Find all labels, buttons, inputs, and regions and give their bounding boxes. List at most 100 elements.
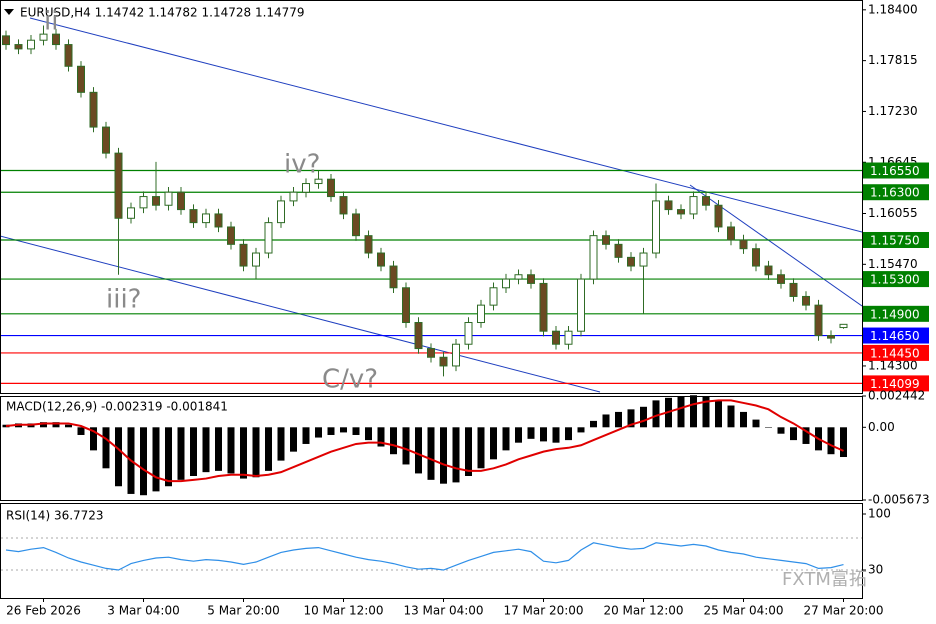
- y-tick-label: 1.16055: [868, 206, 918, 220]
- candle-body: [2, 35, 10, 46]
- candle-body: [77, 65, 85, 93]
- macd-bar: [477, 427, 485, 469]
- candle-body: [52, 33, 60, 46]
- candle-body: [539, 282, 548, 332]
- candle-body: [214, 213, 223, 228]
- candle-body: [552, 330, 560, 345]
- macd-bar: [827, 427, 835, 455]
- candle-body: [327, 178, 335, 198]
- candle-body: [827, 335, 835, 339]
- macd-bar: [177, 427, 185, 480]
- macd-bar: [240, 427, 247, 479]
- candle-body: [364, 235, 373, 254]
- watermark: FXTM富拓: [782, 569, 867, 590]
- macd-bar: [215, 427, 222, 471]
- x-tick-label: 13 Mar 04:00: [403, 604, 483, 618]
- macd-bar: [140, 427, 147, 496]
- candle-body: [164, 191, 173, 206]
- macd-bar: [152, 427, 160, 492]
- y-tick-label: 1.15470: [868, 257, 918, 271]
- macd-bar: [490, 427, 497, 460]
- candle-body: [614, 243, 623, 258]
- annotation: C/v?: [322, 365, 378, 395]
- y-tick-label: 100: [868, 507, 891, 521]
- x-tick-label: 26 Feb 2026: [6, 604, 81, 618]
- macd-bar: [90, 427, 97, 451]
- macd-bar: [390, 427, 397, 455]
- level-label: 1.16550: [870, 164, 920, 178]
- candle-body: [302, 183, 310, 193]
- y-tick-label: 30: [868, 563, 883, 577]
- candle-body: [739, 239, 748, 250]
- macd-bar: [290, 427, 297, 452]
- candle-body: [489, 287, 498, 306]
- candle-body: [389, 265, 398, 289]
- macd-bar: [840, 427, 847, 458]
- x-tick-label: 25 Mar 04:00: [703, 604, 783, 618]
- level-box: [863, 344, 929, 361]
- x-tick-label: 10 Mar 12:00: [303, 604, 383, 618]
- level-label: 1.14099: [870, 377, 920, 391]
- candle-body: [814, 304, 823, 337]
- level-label: 1.14650: [870, 329, 920, 343]
- candle-body: [502, 278, 510, 289]
- macd-bar: [327, 427, 335, 435]
- macd-bar: [315, 427, 322, 438]
- candle-body: [677, 209, 685, 215]
- chart-title: EURUSD,H4 1.14742 1.14782 1.14728 1.1477…: [20, 6, 305, 20]
- macd-bar: [227, 427, 235, 474]
- macd-bar: [377, 427, 385, 447]
- level-label: 1.14900: [870, 307, 920, 321]
- macd-bar: [502, 427, 510, 451]
- candle-body: [789, 282, 798, 297]
- candle-body: [352, 213, 360, 237]
- macd-bar: [115, 427, 122, 487]
- macd-bar: [515, 427, 522, 443]
- trend-line: [29, 17, 862, 233]
- candle-body: [577, 278, 585, 332]
- macd-bar: [552, 427, 560, 443]
- level-box: [863, 271, 929, 288]
- candle-body: [102, 126, 110, 154]
- candle-body: [277, 200, 285, 224]
- macd-bar: [752, 419, 760, 428]
- macd-bar: [190, 427, 197, 476]
- candle-body: [314, 178, 323, 185]
- macd-bar: [265, 427, 272, 471]
- macd-bar: [465, 427, 472, 476]
- candle-body: [64, 44, 73, 67]
- candle-body: [839, 323, 848, 329]
- macd-bar: [740, 411, 747, 428]
- rsi-line: [5, 542, 844, 571]
- macd-bar: [590, 420, 597, 428]
- macd-panel: [0, 396, 863, 501]
- y-tick-label: 1.14300: [868, 358, 918, 372]
- candle-body: [639, 252, 648, 267]
- y-tick-label: 0.00: [868, 420, 895, 434]
- candle-body: [252, 252, 260, 267]
- level-label: 1.16300: [870, 186, 920, 200]
- candle-body: [89, 91, 98, 128]
- candle-body: [127, 207, 135, 219]
- main-panel: [0, 0, 863, 394]
- macd-bar: [277, 427, 285, 461]
- annotation: ii: [44, 7, 58, 37]
- macd-bar: [415, 427, 422, 474]
- candle-body: [764, 265, 773, 276]
- level-box: [863, 327, 929, 344]
- candle-body: [727, 226, 735, 241]
- main-plot: [1, 25, 862, 385]
- candle-body: [27, 39, 35, 50]
- candle-body: [402, 287, 410, 324]
- macd-bar: [352, 427, 360, 435]
- macd-bar: [777, 427, 785, 434]
- candle-body: [439, 356, 448, 367]
- candle-body: [514, 274, 523, 280]
- macd-bar: [727, 405, 735, 428]
- candle-body: [177, 191, 185, 211]
- candle-body: [702, 196, 710, 206]
- level-box: [863, 375, 929, 392]
- rsi-title: RSI(14) 36.7723: [6, 509, 104, 523]
- level-box: [863, 231, 929, 248]
- macd-bar: [402, 427, 410, 465]
